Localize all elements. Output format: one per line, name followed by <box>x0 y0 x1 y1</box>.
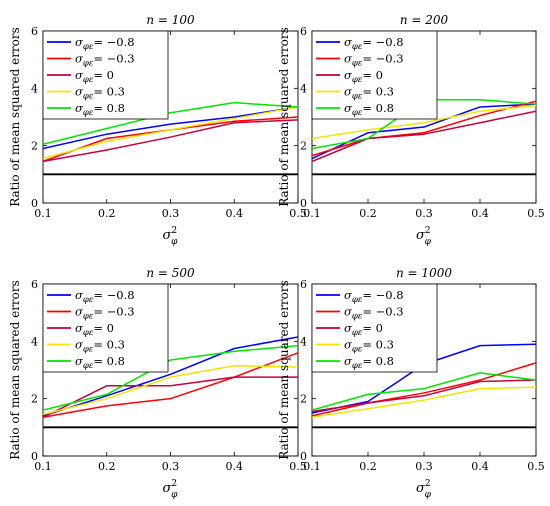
y-axis-label: Ratio of mean squared errors <box>8 280 22 460</box>
legend-entry: σφε= −0.3 <box>344 305 404 322</box>
x-tick-label: 0.4 <box>471 460 489 473</box>
legend-entry: σφε= 0.3 <box>344 338 394 355</box>
x-tick-label: 0.2 <box>98 460 116 473</box>
x-tick-label: 0.5 <box>527 460 545 473</box>
y-tick-label: 0 <box>300 197 307 210</box>
legend-entry: σφε= −0.8 <box>75 288 135 305</box>
y-tick-label: 4 <box>31 335 38 348</box>
y-tick-label: 6 <box>31 278 38 291</box>
legend-entry: σφε= −0.8 <box>344 288 404 305</box>
x-tick-label: 0.1 <box>303 460 321 473</box>
series-line-4 <box>43 106 298 160</box>
x-tick-label: 0.4 <box>226 207 244 220</box>
legend-entry: σφε= 0 <box>344 321 383 338</box>
series-line-5 <box>43 101 298 145</box>
x-tick-label: 0.1 <box>303 207 321 220</box>
series-line-4 <box>43 364 298 416</box>
y-tick-label: 0 <box>31 197 38 210</box>
y-tick-label: 6 <box>31 25 38 38</box>
x-tick-label: 0.2 <box>359 460 377 473</box>
x-axis-label: σ2 φ <box>163 226 179 247</box>
x-tick-label: 0.5 <box>289 207 307 220</box>
x-tick-label: 0.2 <box>359 207 377 220</box>
legend-entry: σφε= 0 <box>344 68 383 85</box>
legend-entry: σφε= 0.3 <box>75 338 125 355</box>
legend-entry: σφε= 0.3 <box>75 85 125 102</box>
legend-entry: σφε= −0.8 <box>75 35 135 52</box>
legend-entry: σφε= 0.8 <box>344 101 394 118</box>
series-line-5 <box>312 372 536 411</box>
series-line-2 <box>312 362 536 417</box>
legend-entry: σφε= −0.3 <box>75 305 135 322</box>
series-line-2 <box>312 100 536 157</box>
series-line-2 <box>43 352 298 419</box>
x-tick-label: 0.2 <box>98 207 116 220</box>
x-tick-label: 0.4 <box>226 460 244 473</box>
legend-entry: σφε= −0.3 <box>75 52 135 69</box>
legend-entry: σφε= 0 <box>75 68 114 85</box>
y-axis-label: Ratio of mean squared errors <box>8 27 22 207</box>
y-tick-label: 2 <box>300 140 307 153</box>
y-tick-label: 2 <box>31 140 38 153</box>
series-line-1 <box>43 336 298 417</box>
legend-entry: σφε= 0 <box>75 321 114 338</box>
series-line-3 <box>312 110 536 163</box>
x-axis-label: σ2 φ <box>416 226 432 247</box>
x-tick-label: 0.3 <box>415 207 433 220</box>
chart-title: n = 100 <box>146 13 195 27</box>
legend-entry: σφε= −0.3 <box>344 52 404 69</box>
y-tick-label: 4 <box>300 82 307 95</box>
series-line-4 <box>312 104 536 140</box>
legend-entry: σφε= 0.8 <box>75 354 125 371</box>
chart-title: n = 1000 <box>396 266 452 280</box>
legend-entry: σφε= 0.8 <box>75 101 125 118</box>
chart-title: n = 200 <box>400 13 449 27</box>
y-axis-label: Ratio of mean squared errors <box>277 280 291 460</box>
x-tick-label: 0.1 <box>34 207 52 220</box>
y-tick-label: 2 <box>31 393 38 406</box>
y-tick-label: 6 <box>300 278 307 291</box>
series-line-4 <box>312 386 536 419</box>
x-axis-label: σ2 φ <box>416 479 432 500</box>
series-line-1 <box>43 106 298 150</box>
y-tick-label: 4 <box>300 335 307 348</box>
legend-entry: σφε= 0.3 <box>344 85 394 102</box>
x-tick-label: 0.3 <box>415 460 433 473</box>
y-tick-label: 4 <box>31 82 38 95</box>
x-tick-label: 0.3 <box>162 460 180 473</box>
legend-entry: σφε= 0.8 <box>344 354 394 371</box>
series-line-5 <box>43 344 298 411</box>
y-tick-label: 6 <box>300 25 307 38</box>
series-line-3 <box>312 379 536 413</box>
x-tick-label: 0.5 <box>527 207 545 220</box>
series-line-3 <box>43 119 298 163</box>
x-tick-label: 0.3 <box>162 207 180 220</box>
y-tick-label: 0 <box>31 450 38 463</box>
y-tick-label: 0 <box>300 450 307 463</box>
chart-title: n = 500 <box>146 266 195 280</box>
legend-entry: σφε= −0.8 <box>344 35 404 52</box>
x-tick-label: 0.4 <box>471 207 489 220</box>
y-tick-label: 2 <box>300 393 307 406</box>
y-axis-label: Ratio of mean squared errors <box>277 27 291 207</box>
x-tick-label: 0.1 <box>34 460 52 473</box>
x-tick-label: 0.5 <box>289 460 307 473</box>
x-axis-label: σ2 φ <box>163 479 179 500</box>
series-line-3 <box>43 376 298 418</box>
